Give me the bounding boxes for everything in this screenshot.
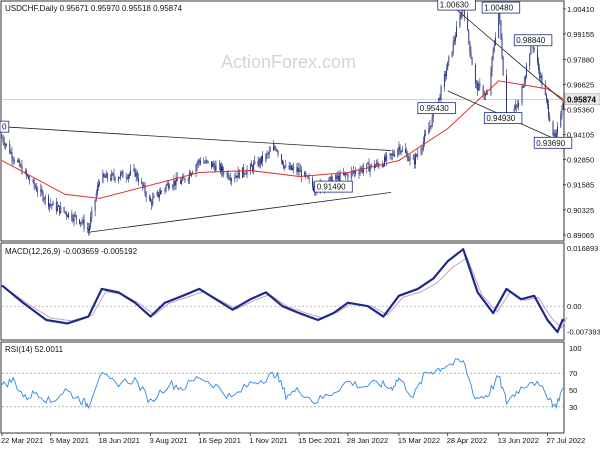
price-axis-tick-label: 0.95360 xyxy=(567,106,594,115)
time-axis-tick-label: 27 Jul 2022 xyxy=(546,436,585,445)
time-axis-tick-label: 3 Aug 2021 xyxy=(150,436,188,445)
rsi-axis-tick-label: 70 xyxy=(569,369,577,378)
rsi-header: RSI(14) 52.0011 xyxy=(5,345,64,354)
price-axis-tick-label: 0.94105 xyxy=(567,131,594,140)
price-axis-tick-label: 0.92850 xyxy=(567,156,594,165)
time-axis-tick-label: 28 Apr 2022 xyxy=(447,436,487,445)
rsi-layer xyxy=(1,358,564,410)
price-annotation-box xyxy=(483,112,523,125)
price-annotation-label: 1.00480 xyxy=(484,4,513,13)
time-axis-tick-label: 18 Jun 2021 xyxy=(99,436,140,445)
candlestick-series xyxy=(1,2,564,236)
price-panel-frame xyxy=(0,0,565,242)
macd-signal-line xyxy=(5,256,568,330)
price-annotation-label: 0.94930 xyxy=(486,114,515,123)
time-axis-tick-label: 16 Sep 2021 xyxy=(198,436,241,445)
time-axis-tick-label: 15 Mar 2022 xyxy=(398,436,440,445)
rsi-line xyxy=(1,358,564,410)
price-header: USDCHF.Daily 0.95671 0.95970 0.95518 0.9… xyxy=(5,4,183,13)
price-axis-tick-label: 0.91585 xyxy=(567,181,594,190)
moving-average-line xyxy=(1,80,564,199)
price-axis-tick-label: 0.97880 xyxy=(567,55,594,64)
price-axis-tick-label: 0.99155 xyxy=(567,30,594,39)
rsi-axis-tick-label: 30 xyxy=(569,403,577,412)
price-axis-tick-label: 0.89065 xyxy=(567,231,594,240)
price-annotation-box xyxy=(417,102,456,115)
axis-labels-layer: 1.00410 0.99155 0.97880 0.96625 0.95360 0.941… xyxy=(1,5,600,445)
price-annotation-label: 0 xyxy=(2,123,7,132)
macd-axis-tick-label: 0.00 xyxy=(567,302,582,311)
price-axis-tick-label: 0.96625 xyxy=(567,80,594,89)
price-annotation-label: 0.93690 xyxy=(536,139,565,148)
price-annotation-box xyxy=(533,136,573,149)
moving-average-layer xyxy=(1,80,564,199)
trendline xyxy=(447,1,564,102)
time-axis-tick-label: 15 Dec 2021 xyxy=(298,436,341,445)
trendline xyxy=(1,126,392,151)
time-axis-tick-label: 5 May 2021 xyxy=(50,436,89,445)
price-annotation-layer: 1.00630 1.00480 0.98840 0.95430 0.94930 0.936… xyxy=(0,0,573,193)
macd-header: MACD(12,26,9) -0.003659 -0.005192 xyxy=(5,247,138,256)
macd-line xyxy=(1,248,565,334)
price-annotation-box xyxy=(0,120,10,133)
macd-layer xyxy=(1,248,568,334)
current-price-label: 0.95874 xyxy=(567,95,596,104)
rsi-axis-tick-label: 50 xyxy=(569,386,577,395)
macd-axis-tick-label: 0.016893 xyxy=(567,244,598,253)
price-annotation-box xyxy=(513,34,553,47)
time-axis-tick-label: 13 Jun 2022 xyxy=(498,436,539,445)
macd-axis-tick-label: -0.007393 xyxy=(567,328,600,337)
trendline xyxy=(88,192,392,233)
price-annotation-box xyxy=(437,0,476,11)
price-annotation-box xyxy=(314,180,353,193)
price-annotation-label: 0.91490 xyxy=(317,183,346,192)
time-axis-tick-label: 28 Jan 2022 xyxy=(347,436,388,445)
rsi-axis-tick-label: 100 xyxy=(569,344,582,353)
price-axis-tick-label: 1.00410 xyxy=(567,5,594,14)
price-annotation-label: 1.00630 xyxy=(440,1,469,10)
trendline-layer xyxy=(1,1,564,233)
price-axis-tick-label: 0.90325 xyxy=(567,206,594,215)
time-axis-tick-label: 22 Mar 2021 xyxy=(1,436,43,445)
rsi-panel-frame xyxy=(0,341,565,434)
time-axis-tick-label: 1 Nov 2021 xyxy=(249,436,287,445)
current-price-marker: 0.95874 xyxy=(564,93,600,106)
price-annotation-label: 0.98840 xyxy=(516,36,545,45)
current-price-box xyxy=(564,93,600,106)
watermark: ActionForex.com xyxy=(221,52,356,72)
price-annotation-label: 0.95430 xyxy=(420,104,449,113)
macd-panel-frame xyxy=(0,242,565,341)
price-annotation-box xyxy=(481,1,521,14)
